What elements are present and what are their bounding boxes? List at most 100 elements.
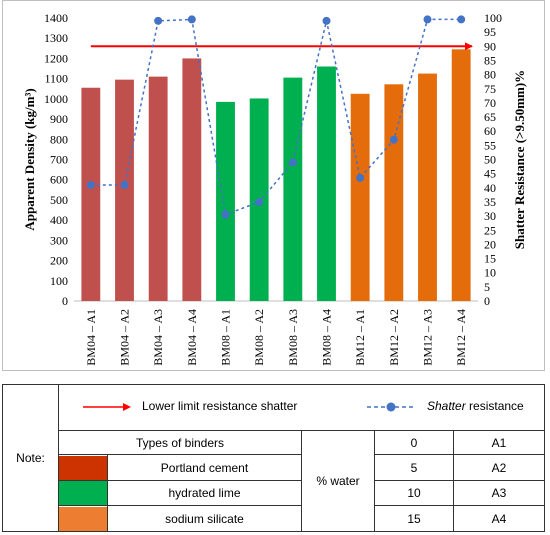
x-tick-label: BM12 – A2 — [387, 309, 401, 366]
shatter-point — [389, 135, 398, 144]
y-left-tick-label: 1300 — [44, 31, 68, 45]
y-right-tick-label: 70 — [484, 96, 496, 110]
y-right-tick-label: 25 — [484, 223, 496, 237]
bar — [283, 77, 303, 301]
types-header: Types of binders — [58, 429, 302, 456]
bar — [418, 73, 437, 301]
shatter-point — [187, 15, 196, 24]
bar — [148, 76, 168, 301]
x-tick-label: BM08 – A3 — [286, 309, 300, 366]
water-code-A1: A1 — [453, 429, 545, 456]
y-right-tick-label: 95 — [484, 25, 496, 39]
x-tick-label: BM08 – A1 — [219, 309, 233, 366]
shatter-legend-marker — [386, 402, 396, 412]
legend-symbols — [83, 402, 415, 412]
y-left-tick-label: 1200 — [44, 51, 68, 65]
bar — [115, 79, 134, 302]
chart-frame — [2, 0, 545, 371]
x-tick-label: BM08 – A4 — [320, 309, 334, 366]
bar — [216, 101, 235, 301]
y-right-tick-label: 100 — [484, 11, 502, 25]
water-pct-10: 10 — [374, 479, 454, 507]
shatter-legend-label: Shatter resistance — [427, 399, 524, 414]
shatter-point — [120, 180, 129, 189]
x-tick-label: BM04 – A4 — [185, 309, 199, 366]
binder-lime: hydrated lime — [107, 479, 302, 507]
bar — [317, 66, 336, 301]
water-pct-5: 5 — [374, 454, 454, 481]
y-right-tick-label: 90 — [484, 39, 496, 53]
binder-silicate: sodium silicate — [107, 505, 302, 532]
y-left-axis-title: Apparent Density (kg/m³) — [22, 88, 37, 230]
shatter-line — [86, 15, 466, 219]
series-legend: Lower limit resistance shatter Shatter r… — [59, 385, 544, 429]
y-right-tick-label: 60 — [484, 124, 496, 138]
y-left-tick-label: 300 — [50, 233, 68, 247]
shatter-point — [288, 158, 297, 167]
y-left-tick-label: 100 — [50, 274, 68, 288]
x-tick-label: BM08 – A2 — [252, 309, 266, 366]
shatter-point — [457, 15, 466, 24]
y-left-tick-label: 0 — [62, 294, 68, 308]
water-code-A3: A3 — [453, 479, 545, 507]
bar — [81, 87, 101, 301]
axes: 0100200300400500600700800900100011001200… — [44, 11, 502, 366]
shatter-point — [356, 173, 365, 182]
binder-swatch-silicate — [58, 505, 108, 532]
x-tick-label: BM04 – A2 — [118, 309, 132, 366]
y-right-tick-label: 10 — [484, 266, 496, 280]
y-left-tick-label: 200 — [50, 254, 68, 268]
y-right-tick-label: 40 — [484, 181, 496, 195]
x-tick-label: BM12 – A1 — [353, 309, 367, 366]
x-tick-label: BM04 – A1 — [84, 309, 98, 366]
chart: 0100200300400500600700800900100011001200… — [22, 11, 527, 366]
y-right-tick-label: 35 — [484, 195, 496, 209]
water-pct-0: 0 — [374, 429, 454, 456]
y-left-tick-label: 600 — [50, 173, 68, 187]
y-right-axis-title: Shatter Resistance (>9.50mm)% — [512, 70, 527, 249]
y-right-tick-label: 85 — [484, 53, 496, 67]
y-left-tick-label: 700 — [50, 153, 68, 167]
y-right-tick-label: 45 — [484, 167, 496, 181]
y-left-tick-label: 1000 — [44, 92, 68, 106]
x-tick-label: BM12 – A4 — [454, 309, 468, 366]
y-right-tick-label: 80 — [484, 68, 496, 82]
y-left-tick-label: 400 — [50, 213, 68, 227]
bar — [350, 93, 370, 301]
bar — [182, 58, 202, 301]
x-tick-label: BM12 – A3 — [421, 309, 435, 366]
shatter-point — [322, 16, 331, 25]
water-label: % water — [301, 429, 375, 533]
bar — [451, 49, 471, 302]
shatter-series-line — [90, 18, 462, 216]
shatter-point — [221, 210, 230, 219]
y-right-tick-label: 0 — [484, 294, 490, 308]
bar — [384, 84, 404, 301]
shatter-point — [423, 15, 432, 24]
y-right-tick-label: 30 — [484, 209, 496, 223]
y-left-tick-label: 800 — [50, 132, 68, 146]
binder-swatch-portland — [58, 454, 108, 481]
y-right-tick-label: 50 — [484, 153, 496, 167]
water-code-A4: A4 — [453, 505, 545, 532]
water-code-A2: A2 — [453, 454, 545, 481]
binder-swatch-lime — [58, 479, 108, 507]
bars — [81, 49, 471, 302]
shatter-point — [154, 16, 163, 25]
binder-portland: Portland cement — [107, 454, 302, 481]
y-left-tick-label: 1400 — [44, 11, 68, 25]
y-right-tick-label: 20 — [484, 237, 496, 251]
legend-table: Note: Lower limit resistance shatter Sha… — [2, 384, 545, 533]
note-label: Note: — [2, 384, 59, 532]
threshold-legend-arrowhead — [123, 403, 131, 412]
y-right-tick-label: 15 — [484, 252, 496, 266]
x-tick-label: BM04 – A3 — [151, 309, 165, 366]
shatter-point — [255, 197, 264, 206]
y-right-tick-label: 65 — [484, 110, 496, 124]
y-left-tick-label: 900 — [50, 112, 68, 126]
y-right-tick-label: 5 — [484, 280, 490, 294]
water-pct-15: 15 — [374, 505, 454, 532]
y-right-tick-label: 55 — [484, 138, 496, 152]
y-right-tick-label: 75 — [484, 82, 496, 96]
threshold-legend-label: Lower limit resistance shatter — [142, 399, 298, 414]
